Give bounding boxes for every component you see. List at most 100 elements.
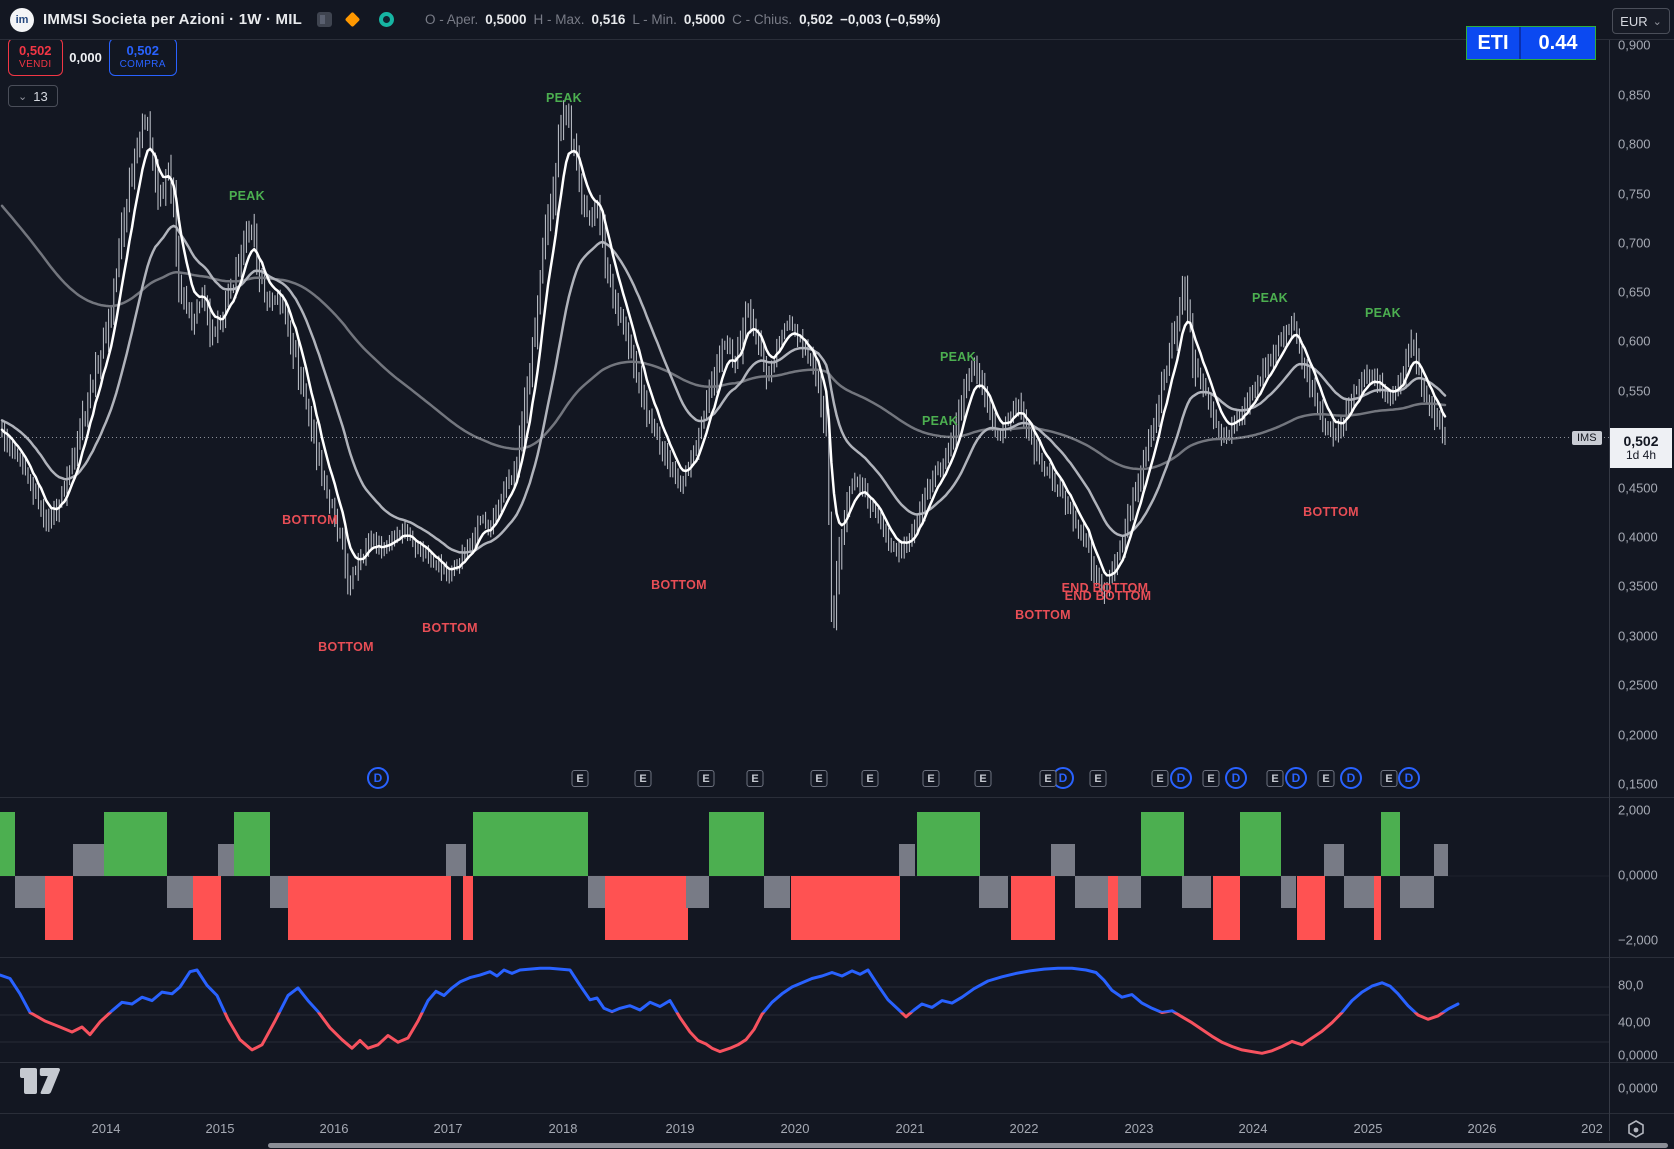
bottom-annotation: BOTTOM: [422, 621, 478, 635]
price-axis-tick[interactable]: 0,550: [1618, 383, 1651, 399]
price-axis-tick[interactable]: 0,800: [1618, 136, 1651, 152]
histogram-segment: [473, 812, 588, 876]
histogram-segment: [1381, 812, 1400, 876]
header-toolbar: im IMMSI Societa per Azioni · 1W · MIL O…: [0, 0, 1674, 40]
histogram-segment: [1297, 876, 1325, 940]
histogram-segment: [104, 812, 167, 876]
price-axis-tick[interactable]: 40,00: [1618, 1014, 1651, 1030]
earnings-marker[interactable]: E: [697, 770, 715, 787]
earnings-marker[interactable]: E: [634, 770, 652, 787]
ma-line-fast: [0, 147, 1447, 577]
histogram-segment: [1213, 876, 1240, 940]
earnings-marker[interactable]: E: [1317, 770, 1335, 787]
histogram-segment: [764, 876, 790, 908]
earnings-marker[interactable]: E: [1380, 770, 1398, 787]
time-axis-year[interactable]: 2026: [1467, 1121, 1497, 1136]
time-axis-year[interactable]: 2020: [780, 1121, 810, 1136]
price-axis-tick[interactable]: 0,3000: [1618, 628, 1658, 644]
earnings-marker[interactable]: E: [1151, 770, 1169, 787]
histogram-segment: [218, 844, 239, 876]
time-axis-year[interactable]: 2022: [1009, 1121, 1039, 1136]
collapse-indicators-button[interactable]: ⌄ 13: [8, 85, 58, 107]
price-axis-tick[interactable]: 0,750: [1618, 186, 1651, 202]
price-axis-tick[interactable]: 0,900: [1618, 37, 1651, 53]
eti-badge[interactable]: ETI 0.44: [1466, 26, 1596, 60]
close-value: 0,502: [799, 12, 833, 27]
symbol-logo[interactable]: im: [10, 7, 34, 32]
price-axis-tick[interactable]: 0,850: [1618, 87, 1651, 103]
dividend-marker[interactable]: D: [1170, 767, 1192, 789]
last-price-label: 0,502 1d 4h: [1610, 428, 1672, 468]
price-axis-tick[interactable]: 0,1500: [1618, 776, 1658, 792]
diamond-status-icon[interactable]: [344, 11, 361, 28]
dividend-marker[interactable]: D: [1225, 767, 1247, 789]
price-axis-tick[interactable]: 0,4000: [1618, 529, 1658, 545]
horizontal-scrollbar[interactable]: [268, 1143, 1668, 1148]
dividend-marker[interactable]: D: [1285, 767, 1307, 789]
trade-panel: 0,502 VENDI 0,000 0,502 COMPRA: [8, 38, 177, 76]
histogram-segment: [73, 844, 104, 876]
histogram-segment: [45, 876, 73, 940]
histogram-segment: [167, 876, 193, 908]
price-axis-tick[interactable]: 0,3500: [1618, 578, 1658, 594]
settings-gear-icon[interactable]: [1624, 1118, 1648, 1142]
price-axis-tick[interactable]: 0,2000: [1618, 727, 1658, 743]
low-value: 0,5000: [683, 12, 726, 27]
price-axis-tick[interactable]: 0,4500: [1618, 480, 1658, 496]
sell-button[interactable]: 0,502 VENDI: [8, 38, 63, 76]
time-axis-year[interactable]: 2018: [548, 1121, 578, 1136]
ma-line-medium: [0, 224, 1447, 554]
earnings-marker[interactable]: E: [1266, 770, 1284, 787]
dividend-marker[interactable]: D: [367, 767, 389, 789]
earnings-marker[interactable]: E: [571, 770, 589, 787]
price-axis-tick[interactable]: 0,0000: [1618, 1080, 1658, 1096]
earnings-marker[interactable]: E: [1039, 770, 1057, 787]
price-axis-tick[interactable]: 0,600: [1618, 333, 1651, 349]
price-axis-tick[interactable]: 80,0: [1618, 977, 1644, 993]
price-axis-tick[interactable]: 0,0000: [1618, 867, 1658, 883]
time-axis-year[interactable]: 2025: [1353, 1121, 1383, 1136]
currency-dropdown[interactable]: EUR ⌄: [1612, 8, 1670, 34]
buy-button[interactable]: 0,502 COMPRA: [108, 38, 177, 76]
histogram-segment: [288, 876, 451, 940]
earnings-marker[interactable]: E: [922, 770, 940, 787]
oscillator-line-below: [28, 1012, 1446, 1055]
histogram-segment: [1240, 812, 1281, 876]
market-status-icon[interactable]: [378, 12, 394, 27]
price-axis-tick[interactable]: 0,0000: [1618, 1047, 1658, 1063]
symbol-title[interactable]: IMMSI Societa per Azioni · 1W · MIL: [43, 11, 302, 28]
earnings-marker[interactable]: E: [810, 770, 828, 787]
earnings-marker[interactable]: E: [746, 770, 764, 787]
dividend-marker[interactable]: D: [1398, 767, 1420, 789]
price-axis-tick[interactable]: 0,2500: [1618, 677, 1658, 693]
earnings-marker[interactable]: E: [861, 770, 879, 787]
price-axis-tick[interactable]: 0,700: [1618, 235, 1651, 251]
price-axis-tick[interactable]: 2,000: [1618, 802, 1651, 818]
oscillator-line-above: [0, 966, 1460, 1013]
time-axis-year[interactable]: 2023: [1124, 1121, 1154, 1136]
time-axis-year[interactable]: 2017: [433, 1121, 463, 1136]
peak-annotation: PEAK: [922, 414, 958, 428]
histogram-segment: [1324, 844, 1344, 876]
earnings-marker[interactable]: E: [974, 770, 992, 787]
price-axis-tick[interactable]: −2,000: [1618, 932, 1659, 948]
histogram-segment: [15, 876, 45, 908]
time-axis-year[interactable]: 2021: [895, 1121, 925, 1136]
ma-line-slow: [0, 204, 1447, 471]
time-axis-year[interactable]: 202: [1581, 1121, 1603, 1136]
time-axis-year[interactable]: 2019: [665, 1121, 695, 1136]
time-axis-year[interactable]: 2015: [205, 1121, 235, 1136]
price-axis-tick[interactable]: 0,650: [1618, 284, 1651, 300]
currency-value: EUR: [1620, 13, 1648, 29]
ohlc-readout: O - Aper. 0,5000 H - Max. 0,516 L - Min.…: [425, 12, 941, 27]
dividend-marker[interactable]: D: [1340, 767, 1362, 789]
earnings-marker[interactable]: E: [1202, 770, 1220, 787]
time-axis-year[interactable]: 2024: [1238, 1121, 1268, 1136]
bottom-annotation: BOTTOM: [1015, 608, 1071, 622]
chart-style-icon[interactable]: [316, 12, 332, 27]
histogram-segment: [686, 876, 709, 908]
time-axis-year[interactable]: 2014: [91, 1121, 121, 1136]
earnings-marker[interactable]: E: [1089, 770, 1107, 787]
time-axis-year[interactable]: 2016: [319, 1121, 349, 1136]
